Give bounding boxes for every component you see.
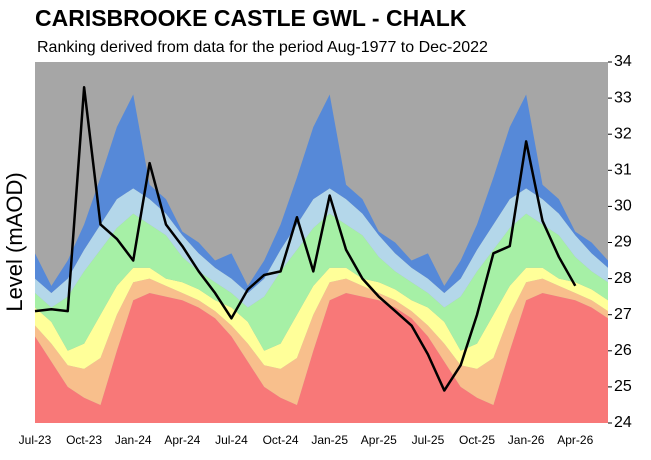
x-tick-label: Apr-26 bbox=[557, 433, 593, 447]
y-tick-label: 32 bbox=[614, 125, 632, 142]
chart-subtitle: Ranking derived from data for the period… bbox=[37, 39, 488, 56]
y-tick-label: 27 bbox=[614, 306, 632, 323]
y-axis-label: Level (mAOD) bbox=[2, 172, 27, 311]
level-line bbox=[34, 86, 577, 392]
band-area bbox=[35, 293, 608, 423]
y-tick-label: 24 bbox=[614, 414, 632, 431]
x-tick-label: Apr-24 bbox=[164, 433, 200, 447]
band-area bbox=[35, 94, 608, 294]
x-tick-label: Oct-23 bbox=[66, 433, 102, 447]
x-tick-label: Oct-24 bbox=[263, 433, 299, 447]
x-tick-label: Oct-25 bbox=[459, 433, 495, 447]
x-tick-label: Jan-26 bbox=[508, 433, 545, 447]
y-tick-label: 28 bbox=[614, 270, 632, 287]
x-tick-label: Jul-23 bbox=[19, 433, 52, 447]
x-tick-label: Jul-24 bbox=[215, 433, 248, 447]
y-tick-label: 25 bbox=[614, 378, 632, 395]
y-tick-label: 34 bbox=[614, 53, 632, 70]
band-area bbox=[35, 278, 608, 405]
y-tick-label: 31 bbox=[614, 162, 632, 179]
y-tick-label: 30 bbox=[614, 198, 632, 215]
band-area bbox=[35, 188, 608, 308]
chart-title: CARISBROOKE CASTLE GWL - CHALK bbox=[35, 5, 467, 31]
y-tick-label: 33 bbox=[614, 89, 632, 106]
x-tick-label: Jan-25 bbox=[311, 433, 348, 447]
x-tick-label: Jul-25 bbox=[412, 433, 445, 447]
x-tick-label: Apr-25 bbox=[361, 433, 397, 447]
y-tick-label: 26 bbox=[614, 342, 632, 359]
x-tick-label: Jan-24 bbox=[115, 433, 152, 447]
band-area bbox=[35, 213, 608, 351]
y-tick-label: 29 bbox=[614, 234, 632, 251]
band-area bbox=[35, 267, 608, 369]
